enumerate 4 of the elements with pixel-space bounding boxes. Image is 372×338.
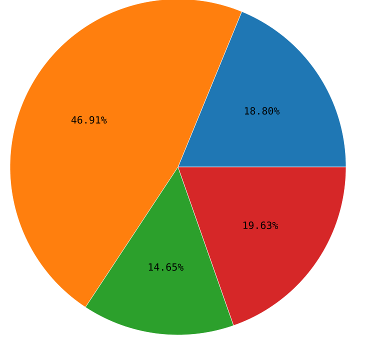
data-label: 14.65%	[148, 263, 184, 271]
data-label: 19.63%	[243, 222, 278, 230]
data-label: 18.80%	[244, 107, 280, 115]
data-label: 46.91%	[71, 116, 107, 124]
